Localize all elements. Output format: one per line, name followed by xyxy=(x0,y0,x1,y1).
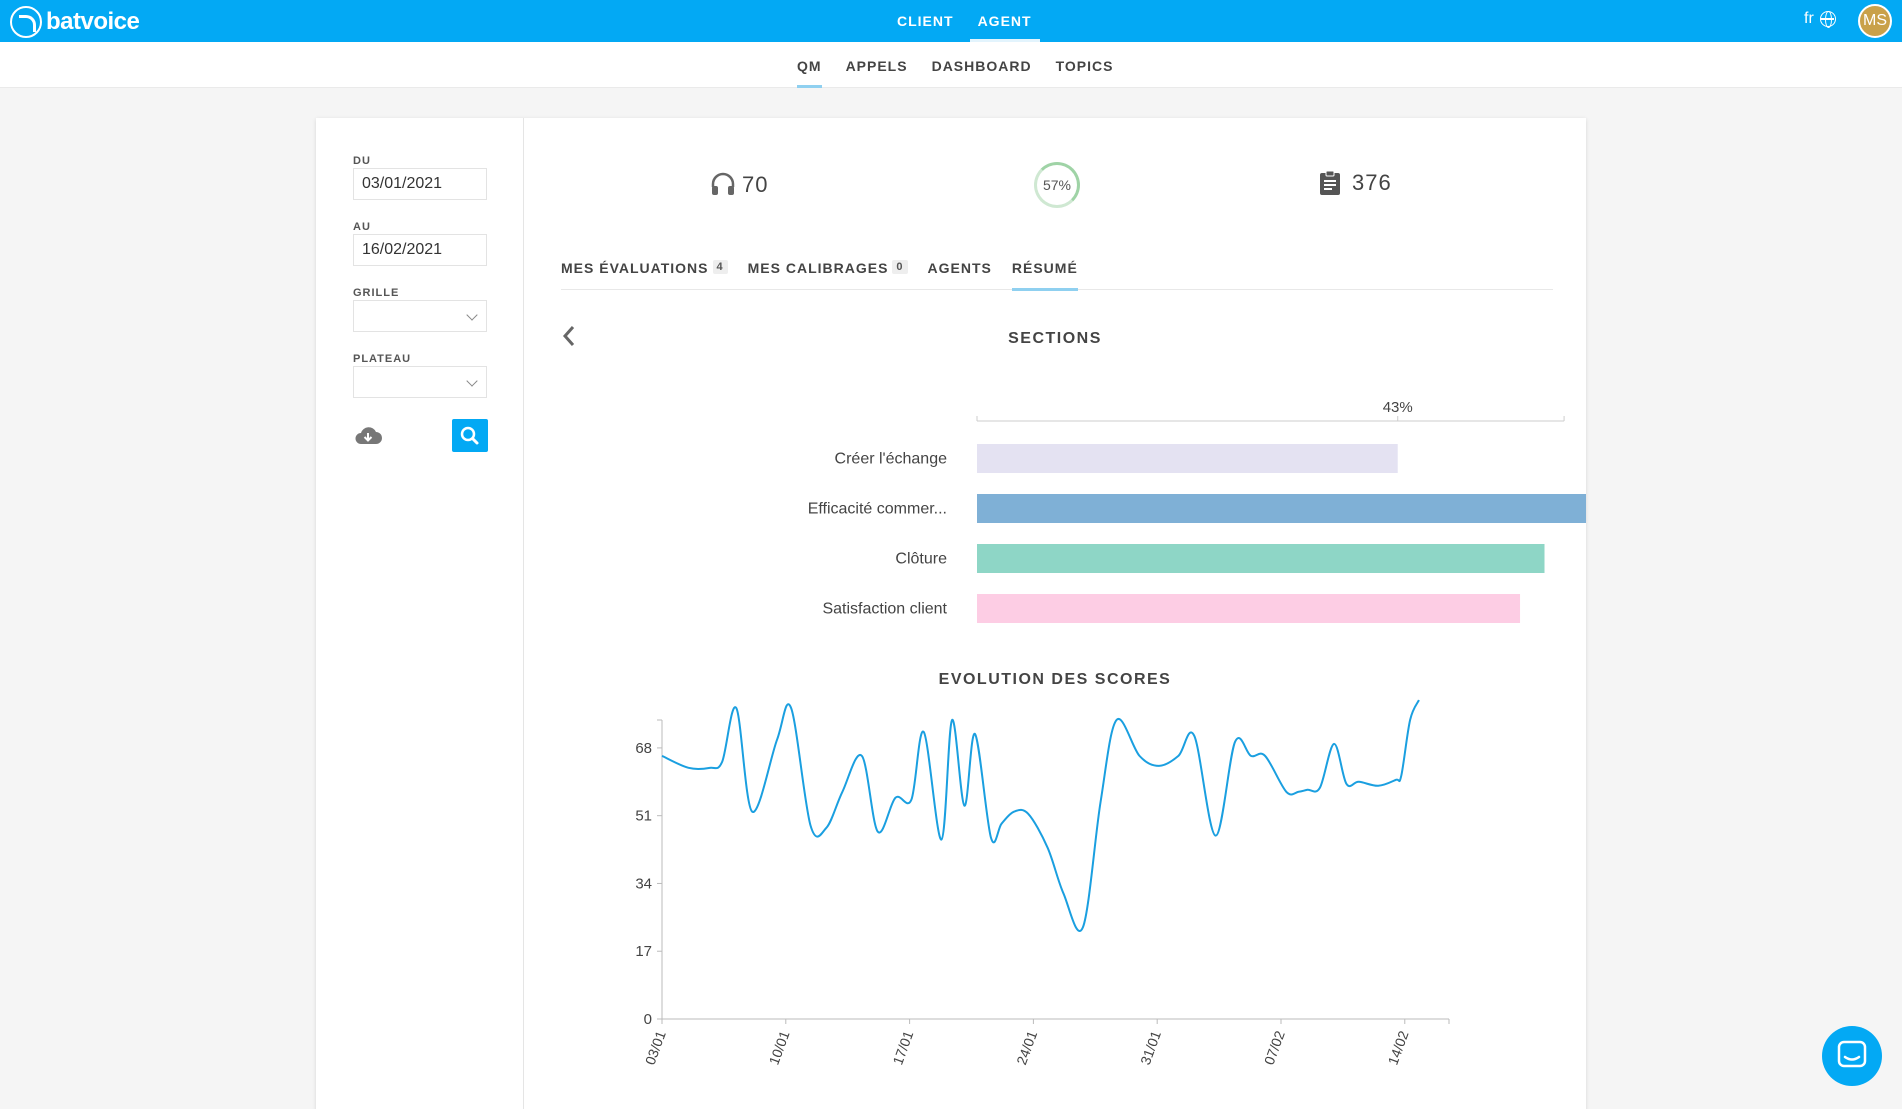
score-ring: 57% xyxy=(1034,162,1080,208)
headset-icon xyxy=(711,172,735,195)
tab-badge: 0 xyxy=(892,260,908,274)
tab-bar: MES ÉVALUATIONS 4 MES CALIBRAGES 0 AGENT… xyxy=(561,250,1553,291)
grid-select[interactable] xyxy=(353,300,487,332)
chevron-left-icon[interactable] xyxy=(561,324,577,348)
top-bar: batvoice CLIENT AGENT fr MS xyxy=(0,0,1902,42)
chat-icon xyxy=(1837,1040,1867,1068)
bar-1 xyxy=(977,444,1398,473)
calls-count: 70 xyxy=(742,172,769,197)
score-stat: 57% xyxy=(1034,162,1080,208)
bar-category-label: Efficacité commer... xyxy=(808,501,947,518)
x-tick-label: 31/01 xyxy=(1137,1028,1164,1067)
score-evolution-chart: 0 17 34 51 68 03/01 10/01 17/01 24/01 31/01 07/02 1… xyxy=(635,699,1450,1067)
sections-bar-chart: 43% Créer l'échange Efficacité commer... Cl… xyxy=(808,399,1586,623)
tab-label: RÉSUMÉ xyxy=(1011,260,1078,276)
sub-bar: QM APPELS DASHBOARD TOPICS xyxy=(0,42,1902,88)
to-label: AU xyxy=(353,221,371,233)
main-content: 70 57% 376 MES ÉVALUATIONS 4 MES CALIBRA… xyxy=(524,118,1586,1109)
bar-hover-label: 43% xyxy=(1383,399,1413,416)
y-tick-label: 34 xyxy=(635,875,652,892)
y-tick-label: 0 xyxy=(644,1011,652,1028)
y-tick-label: 68 xyxy=(635,740,652,757)
bar-category-label: Créer l'échange xyxy=(835,451,948,468)
filter-sidebar: DU 03/01/2021 AU 16/02/2021 GRILLE PLATE… xyxy=(316,118,524,1109)
globe-icon xyxy=(1819,11,1836,28)
sub-nav-qm[interactable]: QM xyxy=(785,42,834,88)
tab-resume[interactable]: RÉSUMÉ xyxy=(1011,250,1078,291)
score-series-line xyxy=(661,699,1420,932)
search-icon xyxy=(460,426,479,445)
sub-nav-dashboard[interactable]: DASHBOARD xyxy=(931,58,1032,74)
x-tick-label: 14/02 xyxy=(1385,1028,1412,1067)
tab-label: MES CALIBRAGES xyxy=(747,260,889,276)
sections-title: SECTIONS xyxy=(1008,330,1102,347)
top-nav-agent[interactable]: AGENT xyxy=(966,0,1044,42)
y-tick-label: 51 xyxy=(635,808,652,825)
tab-mes-calibrages[interactable]: MES CALIBRAGES 0 xyxy=(748,250,908,290)
bar-category-label: Clôture xyxy=(895,551,947,568)
language-code: fr xyxy=(1804,10,1814,27)
logo-icon xyxy=(10,6,42,38)
top-nav: CLIENT AGENT xyxy=(885,0,1044,42)
score-value: 57% xyxy=(1042,177,1072,193)
logo-text: batvoice xyxy=(46,8,140,35)
x-tick-label: 24/01 xyxy=(1013,1028,1040,1067)
grid-label: GRILLE xyxy=(353,287,400,299)
bar-4 xyxy=(977,594,1521,623)
x-tick-label: 07/02 xyxy=(1261,1028,1288,1067)
chat-button[interactable] xyxy=(1822,1026,1882,1086)
tab-label: MES ÉVALUATIONS xyxy=(561,260,709,276)
from-label: DU xyxy=(353,155,371,167)
main-card: DU 03/01/2021 AU 16/02/2021 GRILLE PLATE… xyxy=(316,118,1586,1109)
sub-nav: QM APPELS DASHBOARD TOPICS xyxy=(785,42,1125,88)
top-nav-client[interactable]: CLIENT xyxy=(897,13,954,29)
evaluations-stat: 376 xyxy=(1318,170,1392,196)
sub-nav-topics[interactable]: TOPICS xyxy=(1055,58,1114,74)
y-tick-label: 17 xyxy=(635,943,652,960)
evaluations-count: 376 xyxy=(1352,170,1392,195)
user-avatar[interactable]: MS xyxy=(1858,4,1892,38)
tab-agents[interactable]: AGENTS xyxy=(928,250,992,290)
cloud-download-icon[interactable] xyxy=(353,426,383,446)
plateau-label: PLATEAU xyxy=(353,353,412,365)
tab-badge: 4 xyxy=(712,260,728,274)
search-button[interactable] xyxy=(452,419,488,452)
language-selector[interactable]: fr xyxy=(1804,10,1836,28)
calls-stat: 70 xyxy=(710,172,768,198)
tab-mes-evaluations[interactable]: MES ÉVALUATIONS 4 xyxy=(561,250,728,290)
tab-label: AGENTS xyxy=(927,260,992,276)
clipboard-icon xyxy=(1320,170,1340,195)
x-tick-label: 03/01 xyxy=(642,1028,669,1067)
app-logo[interactable]: batvoice xyxy=(10,6,140,38)
plateau-select[interactable] xyxy=(353,366,487,398)
sub-nav-appels[interactable]: APPELS xyxy=(845,58,908,74)
to-date-input[interactable]: 16/02/2021 xyxy=(353,234,487,266)
bar-3 xyxy=(977,544,1545,573)
evolution-title: EVOLUTION DES SCORES xyxy=(938,671,1172,688)
x-tick-label: 17/01 xyxy=(889,1028,916,1067)
bar-2 xyxy=(977,494,1586,523)
from-date-input[interactable]: 03/01/2021 xyxy=(353,168,487,200)
x-tick-label: 10/01 xyxy=(766,1028,793,1067)
bar-category-label: Satisfaction client xyxy=(822,601,947,618)
